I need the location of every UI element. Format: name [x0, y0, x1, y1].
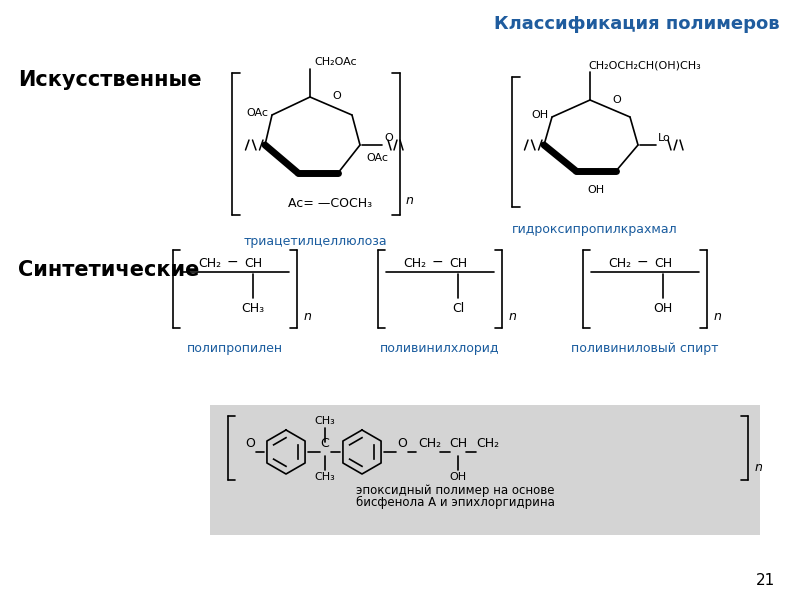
Text: O: O: [397, 437, 407, 450]
Text: CH₂: CH₂: [477, 437, 499, 450]
Text: Классификация полимеров: Классификация полимеров: [494, 15, 780, 33]
Text: O: O: [612, 95, 621, 105]
Text: n: n: [755, 461, 763, 474]
Text: CH: CH: [244, 257, 262, 270]
Text: OAc: OAc: [246, 108, 268, 118]
Text: CH₂: CH₂: [418, 437, 442, 450]
Text: CH₂: CH₂: [198, 257, 222, 270]
FancyBboxPatch shape: [210, 405, 760, 535]
Text: CH₃: CH₃: [242, 302, 265, 315]
Text: полипропилен: полипропилен: [187, 342, 283, 355]
Text: Искусственные: Искусственные: [18, 70, 202, 90]
Text: n: n: [714, 310, 722, 323]
Text: Cl: Cl: [452, 302, 464, 315]
Text: Ac= —COCH₃: Ac= —COCH₃: [288, 197, 372, 210]
Text: CH₂OCH₂CH(OH)CH₃: CH₂OCH₂CH(OH)CH₃: [588, 60, 701, 70]
Text: CH₂: CH₂: [403, 257, 426, 270]
Text: поливиниловый спирт: поливиниловый спирт: [571, 342, 718, 355]
Text: −: −: [636, 255, 648, 269]
Text: CH: CH: [449, 437, 467, 450]
Text: эпоксидный полимер на основе: эпоксидный полимер на основе: [356, 484, 554, 497]
Text: O: O: [332, 91, 341, 101]
Text: CH₂: CH₂: [609, 257, 631, 270]
Text: O: O: [245, 437, 255, 450]
Text: Lo: Lo: [658, 133, 670, 143]
Text: −: −: [226, 255, 238, 269]
Text: CH₃: CH₃: [314, 472, 335, 482]
Text: OH: OH: [654, 302, 673, 315]
Text: OAc: OAc: [366, 153, 388, 163]
Text: бисфенола А и эпихлоргидрина: бисфенола А и эпихлоргидрина: [355, 496, 554, 509]
Text: гидроксипропилкрахмал: гидроксипропилкрахмал: [512, 223, 678, 236]
Text: CH₃: CH₃: [314, 416, 335, 426]
Text: −: −: [431, 255, 443, 269]
Text: CH₂OAc: CH₂OAc: [314, 57, 357, 67]
Text: n: n: [304, 310, 312, 323]
Text: Синтетические: Синтетические: [18, 260, 199, 280]
Text: CH: CH: [449, 257, 467, 270]
Text: триацетилцеллюлоза: триацетилцеллюлоза: [243, 235, 387, 248]
Text: OH: OH: [450, 472, 466, 482]
Text: C: C: [321, 437, 330, 450]
Text: CH: CH: [654, 257, 672, 270]
Text: поливинилхлорид: поливинилхлорид: [380, 342, 500, 355]
Text: OH: OH: [587, 185, 605, 195]
Text: OH: OH: [531, 110, 548, 120]
Text: 21: 21: [756, 573, 775, 588]
Text: n: n: [406, 194, 414, 207]
Text: n: n: [509, 310, 517, 323]
Text: O: O: [384, 133, 393, 143]
